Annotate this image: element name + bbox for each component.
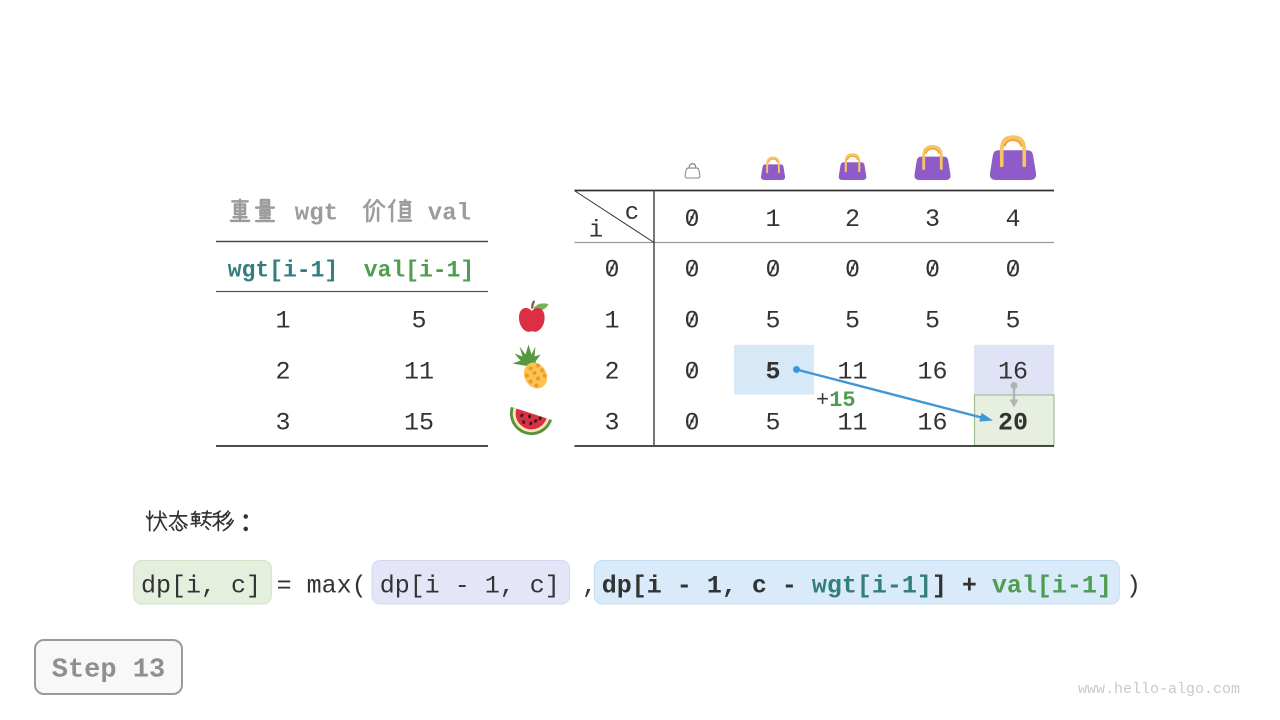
svg-text:0: 0 xyxy=(684,205,699,234)
svg-text:5: 5 xyxy=(411,307,426,336)
svg-text:1: 1 xyxy=(765,205,780,234)
svg-text:Step 13: Step 13 xyxy=(52,656,165,686)
svg-text:val: val xyxy=(428,201,471,228)
svg-text:i: i xyxy=(589,218,603,245)
svg-text:+15: +15 xyxy=(816,388,856,413)
svg-text:wgt: wgt xyxy=(295,201,338,228)
svg-text:20: 20 xyxy=(998,409,1028,438)
svg-text:2: 2 xyxy=(845,205,860,234)
svg-text:0: 0 xyxy=(845,256,860,285)
svg-text:3: 3 xyxy=(604,409,619,438)
svg-text:2: 2 xyxy=(604,358,619,387)
svg-text:2: 2 xyxy=(275,358,290,387)
svg-text:dp[i, c]: dp[i, c] xyxy=(141,572,261,601)
svg-text:0: 0 xyxy=(765,256,780,285)
svg-text:5: 5 xyxy=(1005,307,1020,336)
svg-text:): ) xyxy=(1126,572,1141,601)
svg-text:0: 0 xyxy=(925,256,940,285)
svg-text:0: 0 xyxy=(684,358,699,387)
svg-text:5: 5 xyxy=(765,358,780,387)
svg-text:= max(: = max( xyxy=(277,572,367,601)
svg-text:1: 1 xyxy=(275,307,290,336)
svg-text:11: 11 xyxy=(837,409,867,438)
svg-text:0: 0 xyxy=(1005,256,1020,285)
svg-text:5: 5 xyxy=(845,307,860,336)
svg-text:dp[i - 1, c - wgt[i-1]] + val[: dp[i - 1, c - wgt[i-1]] + val[i-1] xyxy=(602,572,1112,601)
svg-text:0: 0 xyxy=(684,307,699,336)
svg-text:16: 16 xyxy=(917,358,947,387)
svg-text:val[i-1]: val[i-1] xyxy=(364,258,474,284)
svg-text:4: 4 xyxy=(1005,205,1020,234)
svg-text:15: 15 xyxy=(404,409,434,438)
svg-text:16: 16 xyxy=(998,358,1028,387)
svg-text:1: 1 xyxy=(604,307,619,336)
svg-text:0: 0 xyxy=(684,409,699,438)
svg-text:3: 3 xyxy=(925,205,940,234)
svg-text:dp[i - 1, c]: dp[i - 1, c] xyxy=(380,572,560,601)
svg-text:11: 11 xyxy=(404,358,434,387)
svg-text:0: 0 xyxy=(604,256,619,285)
svg-text:www.hello-algo.com: www.hello-algo.com xyxy=(1078,681,1240,698)
svg-text:wgt[i-1]: wgt[i-1] xyxy=(228,258,338,284)
svg-text:,: , xyxy=(582,572,597,601)
svg-text:3: 3 xyxy=(275,409,290,438)
svg-text:5: 5 xyxy=(765,307,780,336)
svg-text:c: c xyxy=(625,200,639,227)
svg-text:0: 0 xyxy=(684,256,699,285)
svg-text:5: 5 xyxy=(925,307,940,336)
svg-text:16: 16 xyxy=(917,409,947,438)
svg-text:5: 5 xyxy=(765,409,780,438)
